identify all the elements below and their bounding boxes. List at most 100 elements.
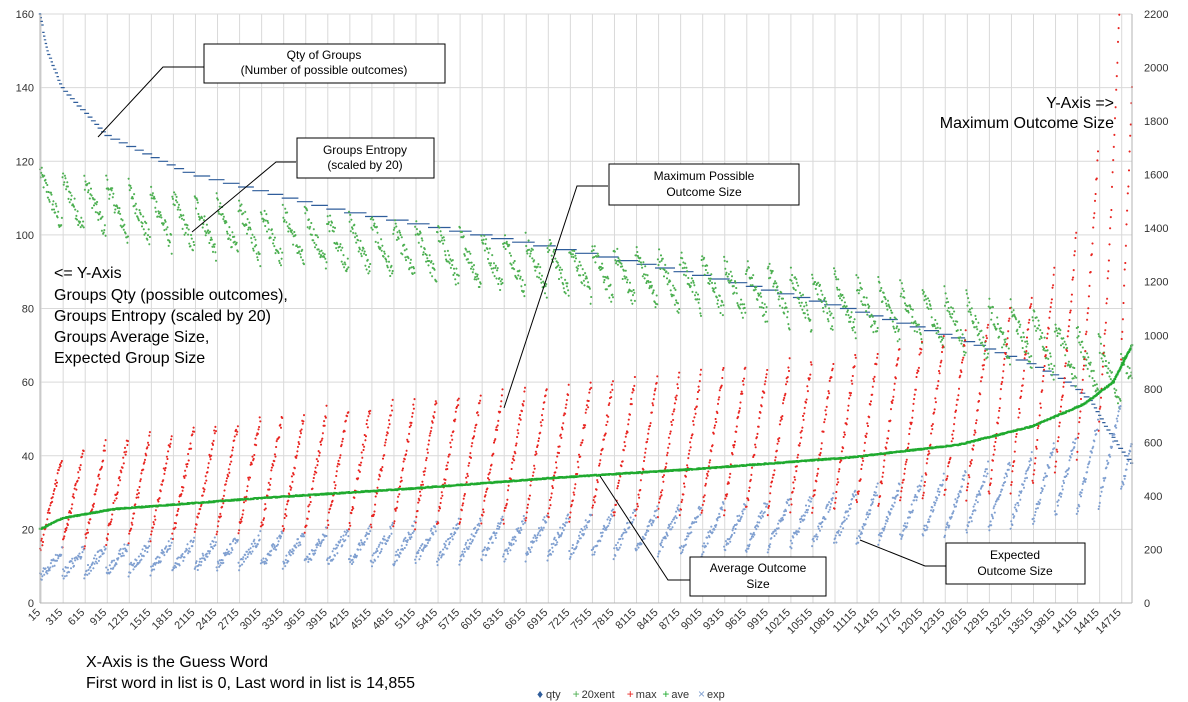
axes xyxy=(39,14,1133,604)
x-tick-label: 9615 xyxy=(723,607,749,633)
x-tick-label: 3015 xyxy=(238,607,264,633)
x-tick-label: 10815 xyxy=(807,607,837,637)
x-tick-label: 8715 xyxy=(657,607,683,633)
right-axis-note-line1: Y-Axis => xyxy=(1046,95,1114,112)
series-qty xyxy=(38,13,1134,464)
x-tick-label: 315 xyxy=(44,607,65,628)
y-left-tick-label: 80 xyxy=(22,304,34,316)
left-axis-note: <= Y-Axis Groups Qty (possible outcomes)… xyxy=(54,265,288,367)
annotation-qty-line2: (Number of possible outcomes) xyxy=(241,63,408,77)
legend-marker-exp: × xyxy=(698,687,705,701)
x-tick-label: 4815 xyxy=(370,607,396,633)
x-tick-label: 2415 xyxy=(194,607,220,633)
annotation-entropy: Groups Entropy (scaled by 20) xyxy=(296,137,435,179)
x-axis-note-line1: X-Axis is the Guess Word xyxy=(86,654,268,671)
annotation-entropy-line2: (scaled by 20) xyxy=(327,158,402,172)
y-left-tick-label: 20 xyxy=(22,524,34,536)
grid-lines xyxy=(40,13,1132,604)
legend-marker-ave: + xyxy=(662,687,669,701)
x-tick-label: 6015 xyxy=(458,607,484,633)
x-tick-label: 2115 xyxy=(172,607,197,632)
legend-marker-20xent: + xyxy=(573,687,580,701)
y-right-tick-label: 600 xyxy=(1144,437,1162,449)
left-axis-note-line1: <= Y-Axis xyxy=(54,265,122,282)
series-max-marks xyxy=(39,13,1133,552)
y-left-tick-label: 100 xyxy=(16,230,34,242)
annotation-entropy-line1: Groups Entropy xyxy=(323,143,407,157)
y-right-tick-label: 800 xyxy=(1144,384,1162,396)
y-right-tick-labels: 0 200 400 600 800 1000 1200 1400 1600 1800 2000 220… xyxy=(1144,9,1168,610)
x-tick-label: 5115 xyxy=(393,607,418,632)
x-tick-label: 1215 xyxy=(106,607,132,633)
x-tick-label: 9015 xyxy=(679,607,705,633)
y-right-tick-label: 2000 xyxy=(1144,63,1168,75)
right-axis-note: Y-Axis => Maximum Outcome Size xyxy=(940,95,1114,132)
legend-marker-qty: ♦ xyxy=(537,687,543,701)
left-axis-note-line2: Groups Qty (possible outcomes), xyxy=(54,287,288,304)
y-right-tick-label: 200 xyxy=(1144,544,1162,556)
x-tick-labels: 15 315 615 91512151515181521152415271530153… xyxy=(26,607,1124,637)
legend: ♦ qty +20xent + max + ave × exp xyxy=(537,687,725,701)
x-tick-label: 6615 xyxy=(503,607,529,633)
series-max xyxy=(39,13,1133,552)
annotation-average: Average Outcome Size xyxy=(689,556,827,597)
y-right-tick-label: 0 xyxy=(1144,598,1150,610)
y-left-tick-label: 60 xyxy=(22,377,34,389)
series-qty-marks xyxy=(38,13,1134,464)
x-tick-label: 8415 xyxy=(635,607,661,633)
annotation-max: Maximum Possible Outcome Size xyxy=(608,163,800,206)
y-right-tick-label: 400 xyxy=(1144,491,1162,503)
left-axis-note-line5: Expected Group Size xyxy=(54,350,205,367)
y-right-tick-label: 1400 xyxy=(1144,223,1168,235)
x-tick-label: 4215 xyxy=(326,607,352,633)
legend-label-20xent: 20xent xyxy=(582,689,615,701)
y-left-tick-label: 0 xyxy=(28,598,34,610)
y-right-tick-label: 2200 xyxy=(1144,9,1168,21)
x-tick-label: 2715 xyxy=(216,607,242,633)
legend-label-qty: qty xyxy=(546,689,561,701)
x-tick-label: 7515 xyxy=(569,607,595,633)
x-tick-label: 615 xyxy=(66,607,87,628)
legend-label-ave: ave xyxy=(671,689,689,701)
x-tick-label: 8115 xyxy=(613,607,638,632)
annotation-expected-line2: Outcome Size xyxy=(977,564,1053,578)
legend-item-max: + max xyxy=(627,687,657,701)
x-tick-label: 6915 xyxy=(525,607,551,633)
y-left-tick-label: 120 xyxy=(16,156,34,168)
annotation-average-line1: Average Outcome xyxy=(710,561,807,575)
x-tick-label: 3315 xyxy=(260,607,286,633)
series-ave-marks xyxy=(38,344,1134,530)
y-right-tick-label: 1000 xyxy=(1144,330,1168,342)
x-tick-label: 6315 xyxy=(481,607,507,633)
x-tick-label: 7215 xyxy=(547,607,573,633)
annotation-max-line1: Maximum Possible xyxy=(654,169,755,183)
annotation-expected: Expected Outcome Size xyxy=(945,542,1086,585)
x-tick-label: 1515 xyxy=(128,607,154,633)
y-right-tick-label: 1200 xyxy=(1144,277,1168,289)
y-left-tick-label: 160 xyxy=(16,9,34,21)
y-right-tick-label: 1600 xyxy=(1144,170,1168,182)
left-axis-note-line3: Groups Entropy (scaled by 20) xyxy=(54,308,271,325)
y-left-tick-label: 40 xyxy=(22,451,34,463)
x-tick-label: 4515 xyxy=(348,607,374,633)
legend-marker-max: + xyxy=(627,687,634,701)
y-left-tick-label: 140 xyxy=(16,83,34,95)
x-tick-label: 13815 xyxy=(1028,607,1058,637)
right-axis-note-line2: Maximum Outcome Size xyxy=(940,115,1114,132)
legend-item-qty: ♦ qty xyxy=(537,687,561,701)
annotation-expected-line1: Expected xyxy=(990,548,1040,562)
annotation-leaders xyxy=(97,66,946,581)
annotation-qty: Qty of Groups (Number of possible outcom… xyxy=(203,43,446,84)
series-ave xyxy=(38,344,1134,530)
legend-label-max: max xyxy=(636,689,657,701)
x-tick-label: 14715 xyxy=(1094,607,1124,637)
annotation-max-line2: Outcome Size xyxy=(666,185,742,199)
legend-label-exp: exp xyxy=(707,689,725,701)
x-tick-label: 1815 xyxy=(150,607,176,633)
x-tick-label: 5415 xyxy=(414,607,440,633)
x-axis-note-line2: First word in list is 0, Last word in li… xyxy=(86,675,415,692)
x-tick-label: 9315 xyxy=(701,607,727,633)
x-axis-note: X-Axis is the Guess Word First word in l… xyxy=(86,654,415,692)
annotation-qty-line1: Qty of Groups xyxy=(287,48,362,62)
